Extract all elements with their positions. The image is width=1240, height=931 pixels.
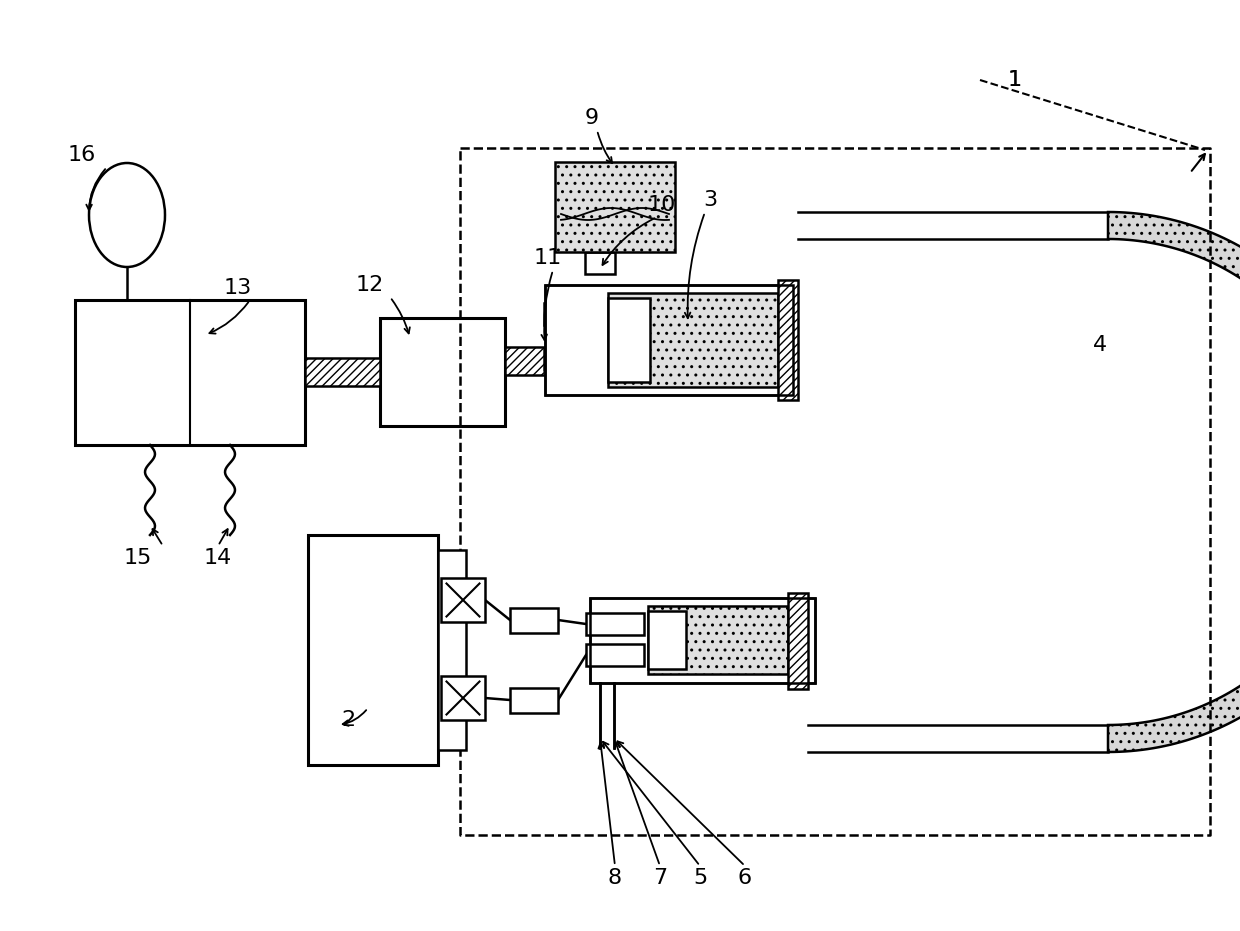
Bar <box>438 550 466 750</box>
Bar <box>787 593 808 689</box>
Text: 10: 10 <box>647 195 676 215</box>
Text: 11: 11 <box>534 248 562 268</box>
Bar <box>544 303 604 325</box>
Bar <box>777 280 799 400</box>
Bar <box>608 298 650 382</box>
Text: 2: 2 <box>341 710 355 730</box>
Bar <box>546 285 794 395</box>
Text: 5: 5 <box>693 868 707 888</box>
Bar <box>587 613 644 635</box>
Bar <box>510 688 558 713</box>
Bar <box>649 611 686 669</box>
Text: 15: 15 <box>124 548 153 568</box>
Bar <box>441 676 485 720</box>
Text: 8: 8 <box>608 868 622 888</box>
Text: 6: 6 <box>738 868 753 888</box>
Bar <box>590 598 815 683</box>
Text: 13: 13 <box>224 278 252 298</box>
Bar <box>649 606 787 674</box>
Bar <box>590 598 815 683</box>
Bar <box>308 535 438 765</box>
Text: 12: 12 <box>356 275 384 295</box>
Bar <box>74 300 305 445</box>
Bar <box>546 285 794 395</box>
Text: 1: 1 <box>1008 70 1022 90</box>
Bar <box>379 318 505 426</box>
Bar <box>505 347 604 375</box>
Text: 3: 3 <box>703 190 717 210</box>
Bar <box>585 252 615 274</box>
Polygon shape <box>1109 212 1240 752</box>
Text: 16: 16 <box>68 145 97 165</box>
Text: 1: 1 <box>1008 70 1022 90</box>
Bar <box>441 578 485 622</box>
Text: 14: 14 <box>203 548 232 568</box>
Text: 4: 4 <box>1092 335 1107 355</box>
Bar <box>305 358 379 386</box>
Bar <box>587 644 644 666</box>
Bar <box>510 608 558 633</box>
Bar <box>608 293 777 387</box>
Text: 9: 9 <box>585 108 599 128</box>
Text: 7: 7 <box>653 868 667 888</box>
Bar <box>556 162 675 252</box>
Bar <box>544 348 604 370</box>
